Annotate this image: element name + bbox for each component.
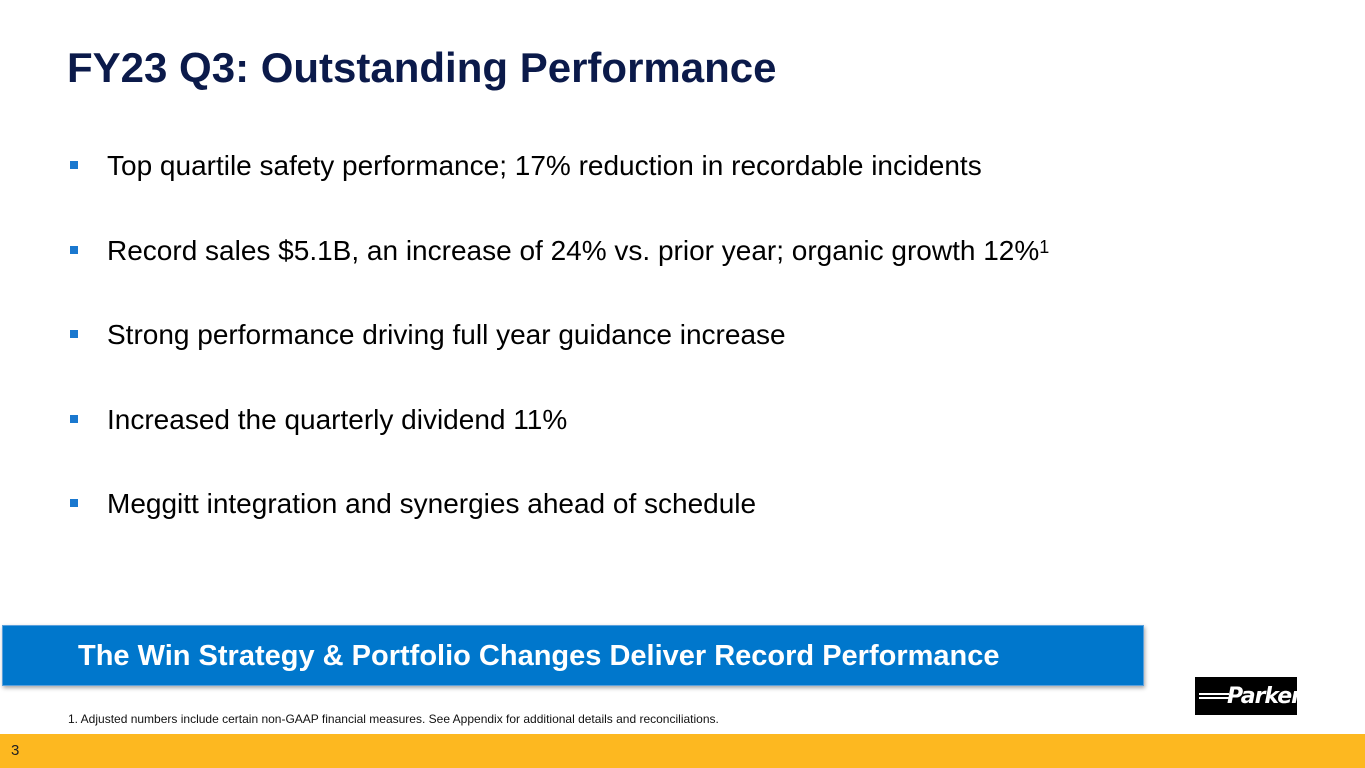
square-bullet-icon [70, 245, 78, 254]
bullet-text: Strong performance driving full year gui… [107, 317, 786, 353]
bullet-text: Record sales $5.1B, an increase of 24% v… [107, 233, 1049, 269]
bullet-item: Strong performance driving full year gui… [70, 317, 1049, 402]
bullet-item: Increased the quarterly dividend 11% [70, 402, 1049, 487]
footer-bar: 3 [0, 734, 1365, 768]
bullet-text: Increased the quarterly dividend 11% [107, 402, 567, 438]
square-bullet-icon [70, 414, 78, 423]
bullet-item: Meggitt integration and synergies ahead … [70, 486, 1049, 571]
bullet-text-content: Record sales $5.1B, an increase of 24% v… [107, 234, 1040, 266]
banner-text: The Win Strategy & Portfolio Changes Del… [78, 640, 1000, 672]
footnote-marker: 1 [1039, 236, 1050, 257]
bullet-list: Top quartile safety performance; 17% red… [70, 148, 1049, 571]
parker-logo: Parker [1195, 677, 1302, 715]
square-bullet-icon [70, 330, 78, 338]
logo-stripe-icon [1199, 697, 1229, 699]
bullet-text: Meggitt integration and synergies ahead … [107, 486, 756, 522]
footnote: 1. Adjusted numbers include certain non-… [68, 712, 719, 726]
logo-stripe-icon [1199, 693, 1229, 695]
page-number: 3 [11, 742, 20, 759]
square-bullet-icon [70, 161, 78, 169]
bullet-item: Top quartile safety performance; 17% red… [70, 148, 1049, 233]
slide-title: FY23 Q3: Outstanding Performance [67, 44, 777, 91]
bullet-text: Top quartile safety performance; 17% red… [107, 148, 982, 184]
summary-banner: The Win Strategy & Portfolio Changes Del… [2, 625, 1144, 686]
bullet-item: Record sales $5.1B, an increase of 24% v… [70, 233, 1049, 318]
square-bullet-icon [70, 499, 78, 507]
bullet-text-content: Increased the quarterly dividend 11% [107, 403, 568, 435]
bullet-text-content: Top quartile safety performance; 17% red… [107, 150, 982, 181]
bullet-text-content: Strong performance driving full year gui… [107, 319, 786, 350]
logo-text: Parker [1227, 684, 1302, 709]
bullet-text-content: Meggitt integration and synergies ahead … [107, 488, 757, 519]
